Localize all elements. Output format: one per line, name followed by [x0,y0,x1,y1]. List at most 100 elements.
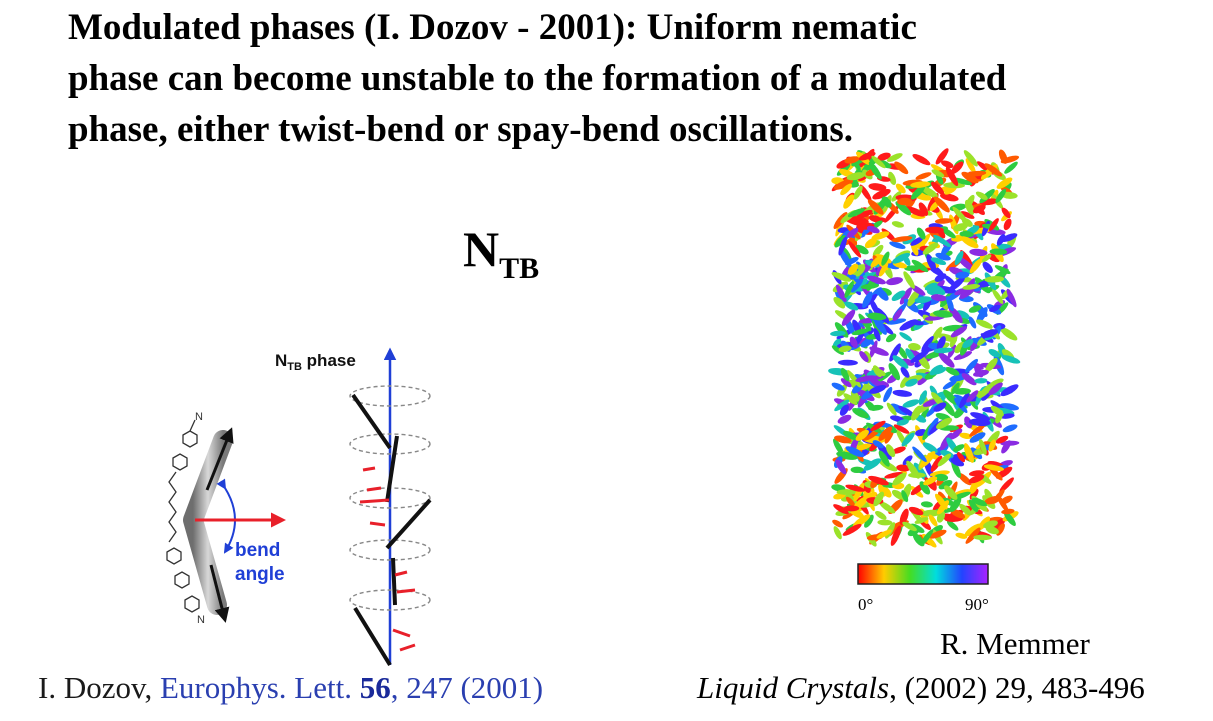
molecule-rod [968,499,979,513]
molecule-rod [983,464,1004,471]
molecule-rod [969,248,988,257]
molecule-rod [1001,355,1021,364]
molecule-rod [869,346,889,356]
molecule-rod [984,163,1003,177]
molecule-rod [968,474,985,484]
molecule-rod [856,443,872,451]
molecule-rod [943,485,958,500]
molecule-rod [922,442,938,454]
molecule-rod [852,407,869,419]
molecule-rod [853,185,863,200]
molecule-rod [891,236,913,243]
ntb-heading: NTB [463,220,539,285]
molecule-rod [949,276,965,291]
molecule-rod [842,523,862,536]
title-line-2: phase can become unstable to the formati… [68,58,1007,99]
molecule-rod [873,328,881,342]
molecule-rod [905,348,915,361]
molecule-rod [914,296,932,304]
molecule-rod [868,161,882,180]
molecule-rod [956,451,966,463]
cite-volume: 56 [359,670,391,705]
molecule-rod [833,526,842,540]
nitrile-top: N [195,411,203,423]
molecule-rod [930,257,947,266]
molecule-rod [891,221,904,228]
color-bar [857,563,989,585]
molecule-rod [934,473,949,482]
molecule-rod [973,534,993,541]
molecule-rod [953,444,965,452]
molecule-rod [974,378,988,384]
molecule-rod [970,412,991,421]
molecule-rod [953,387,971,395]
molecule-rod [912,446,927,463]
slide-title: Modulated phases (I. Dozov - 2001): Unif… [68,2,1198,155]
molecule-rod [899,332,913,342]
molecule-rods [828,148,1021,548]
molecule-rod [968,305,982,313]
cite-journal-link[interactable]: Europhys. Lett. [159,670,360,705]
molecule-rod [886,277,903,286]
molecule-rod [902,399,920,408]
molecule-rod [955,271,970,279]
molecule-rod [1004,161,1018,174]
cite-details: , (2002) 29, 483-496 [889,670,1145,705]
molecule-rod [845,496,856,507]
molecule-rod [952,206,968,223]
molecule-rod [1001,440,1011,454]
molecule-rod [911,259,929,273]
molecule-rod [884,472,904,479]
molecule-rod [845,257,859,266]
molecule-rod [877,519,893,526]
molecule-rod [850,466,864,473]
molecule-rod [851,278,864,293]
molecule-rod [910,181,931,188]
molecule-rod [833,438,844,456]
molecule-rod [899,508,909,526]
molecule-rod [964,416,973,429]
molecule-rod [949,497,962,512]
molecule-rod [981,329,998,338]
molecule-rod [964,199,975,215]
molecule-rod [959,503,972,516]
molecule-rod [979,439,987,455]
title-line-3: phase, either twist-bend or spay-bend os… [68,109,853,150]
molecule-rod [869,378,884,388]
molecule-rod [837,359,858,366]
molecule-rod [918,233,931,250]
molecule-rod [878,450,890,467]
molecule-rod [989,248,1008,255]
molecule-rod [933,402,947,412]
molecule-rod [943,389,958,405]
molecule-rod [846,172,866,181]
molecule-rod [979,189,995,204]
molecule-rod [867,312,887,321]
molecule-rod [833,179,853,190]
molecule-rod [965,158,976,174]
molecule-rod [946,295,954,312]
molecule-rod [950,161,964,174]
molecule-rod [933,310,953,318]
molecule-rod [868,183,887,191]
molecule-rod [864,238,877,249]
cite-author: I. Dozov, [38,670,160,705]
molecule-rod [891,290,906,302]
molecule-rod [889,241,906,249]
chemical-structure [166,419,200,613]
molecule-rod [930,294,947,302]
molecule-rod [944,186,957,195]
molecule-rod [894,161,909,175]
molecule-rod [896,419,909,426]
ntb-molecule-diagram: N N bend angle [166,347,432,667]
molecule-rod [935,252,951,261]
molecule-rod [959,432,973,439]
molecule-rod [872,365,882,378]
ntb-subscript: TB [499,252,540,285]
molecule-rod [938,352,955,368]
molecule-rod [848,241,862,258]
molecule-rod [940,432,953,451]
molecule-rod [886,153,903,162]
molecule-rod [845,484,866,492]
molecule-rod [886,318,907,325]
